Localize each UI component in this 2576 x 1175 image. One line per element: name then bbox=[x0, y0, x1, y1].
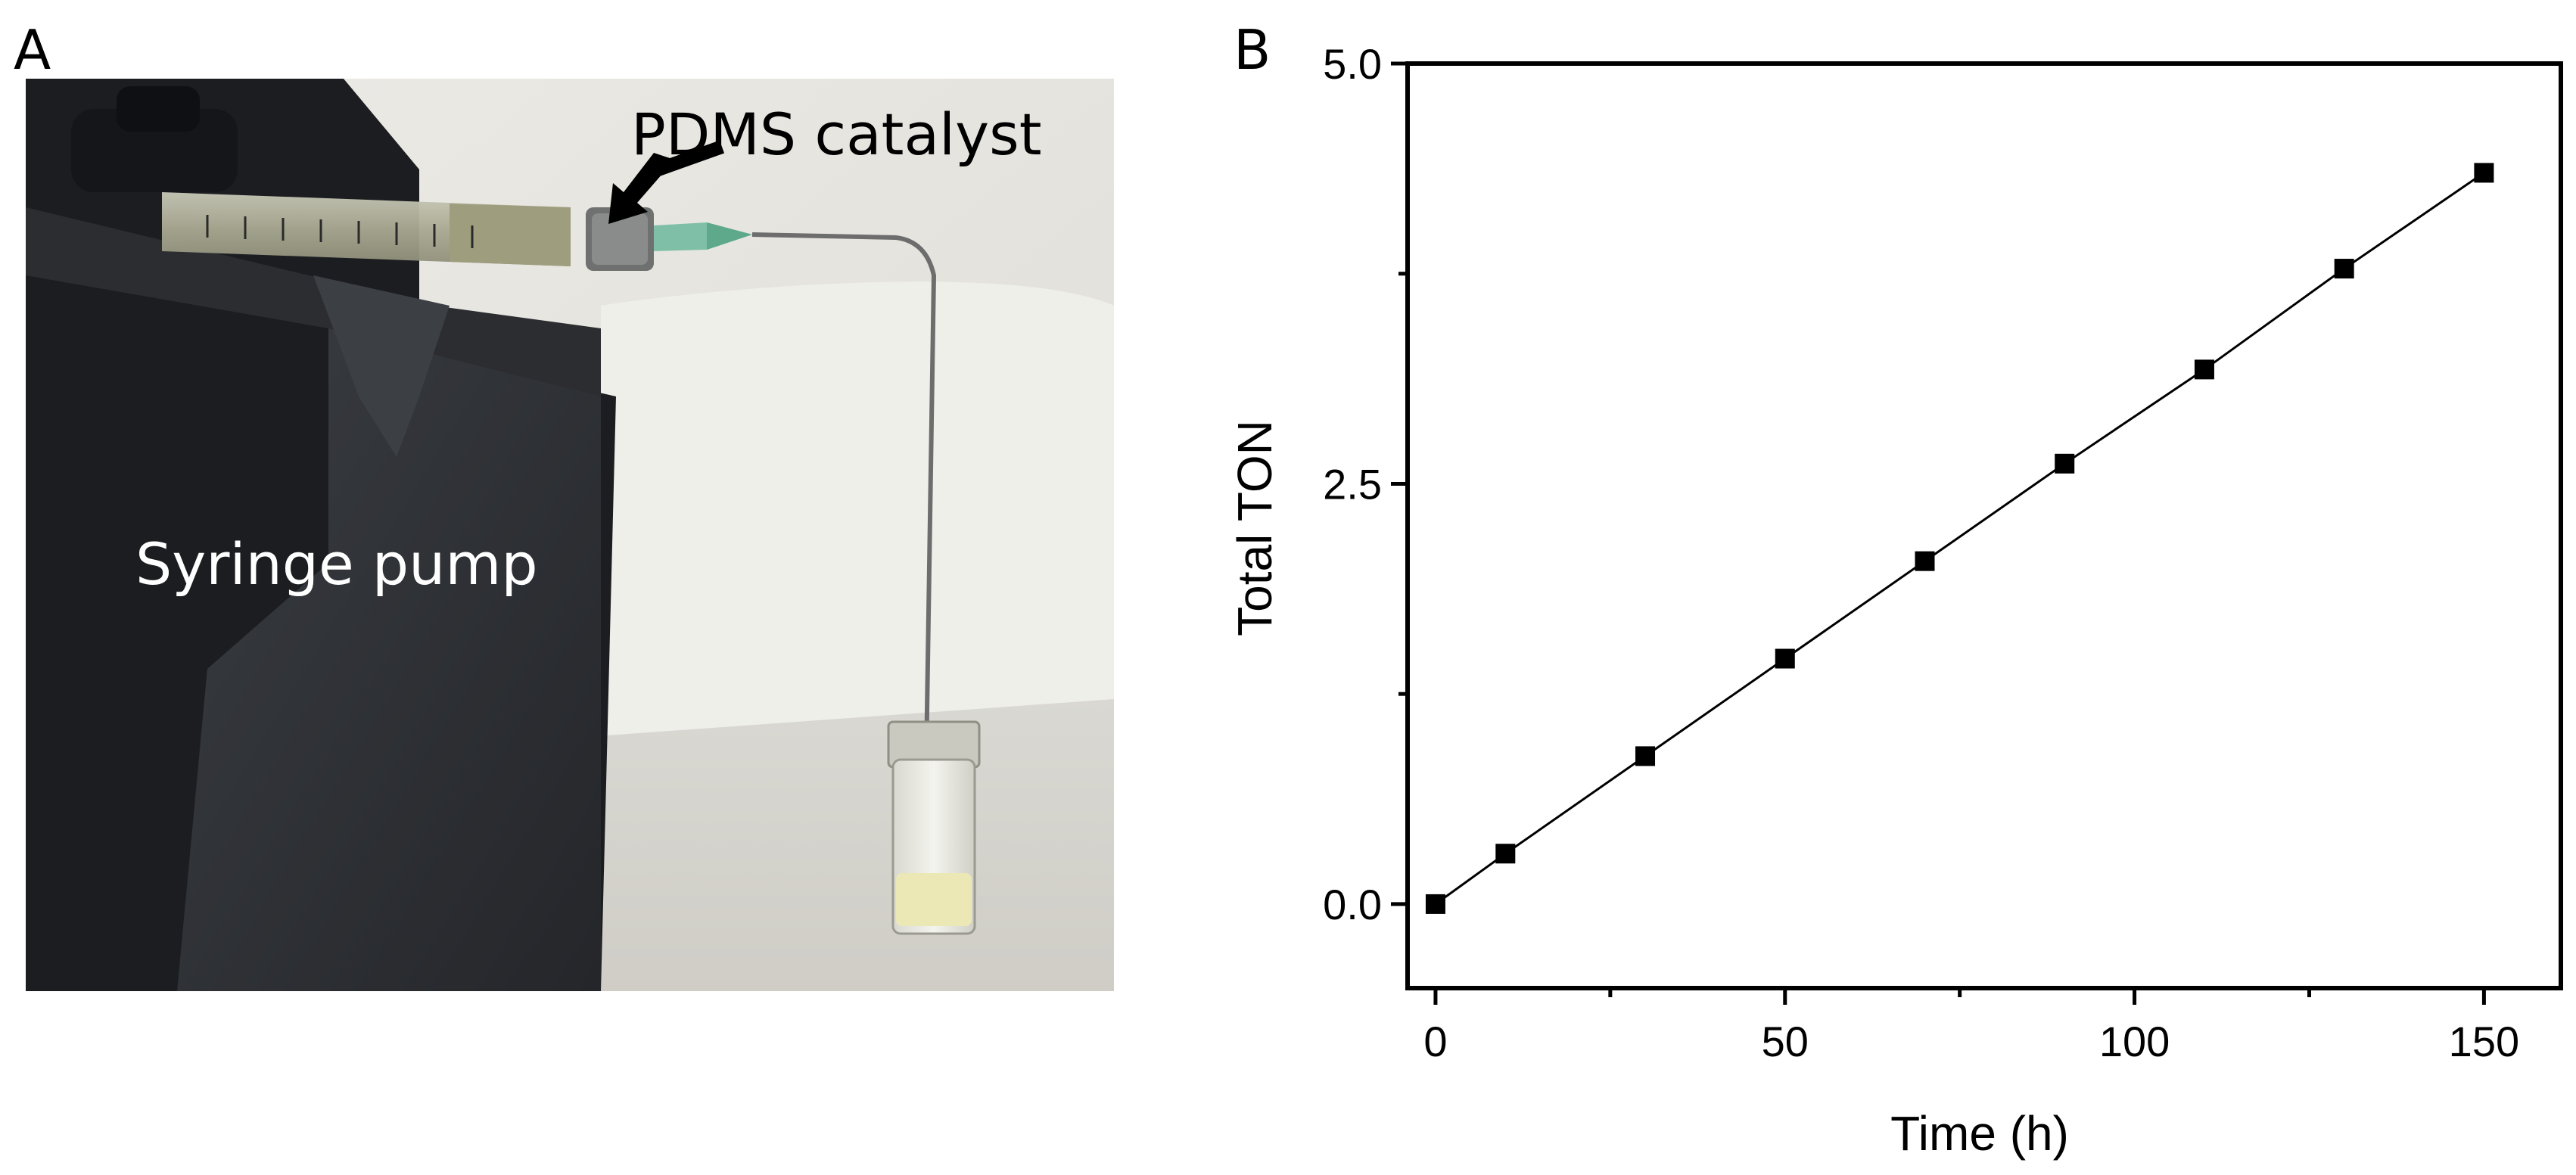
x-tick-label: 0 bbox=[1423, 1018, 1447, 1065]
data-point-marker bbox=[1425, 894, 1445, 914]
data-point-marker bbox=[1775, 648, 1795, 669]
y-tick-label: 5.0 bbox=[1323, 40, 1382, 88]
plot-area: 0 50 100 150 0.0 2.5 5.0 bbox=[1323, 40, 2563, 1065]
data-point-marker bbox=[2194, 359, 2214, 380]
data-point-marker bbox=[2474, 163, 2494, 183]
plot-frame bbox=[1405, 61, 2563, 990]
syringe-pump-photo: PDMS catalyst Syringe pump bbox=[26, 79, 1114, 991]
panel-a-letter: A bbox=[14, 18, 51, 82]
y-tick-label: 2.5 bbox=[1323, 460, 1382, 508]
pdms-catalyst-label: PDMS catalyst bbox=[631, 101, 1042, 168]
series-line bbox=[1435, 172, 2485, 906]
ton-vs-time-chart: 0 50 100 150 0.0 2.5 5.0 Time (h) Total TON bbox=[1227, 40, 2563, 1161]
data-point-marker bbox=[2334, 259, 2354, 279]
x-axis-label: Time (h) bbox=[1890, 1106, 2069, 1161]
data-point-marker bbox=[1635, 746, 1656, 766]
syringe-pump-label: Syringe pump bbox=[135, 530, 538, 598]
y-tick-label: 0.0 bbox=[1323, 881, 1382, 928]
panel-b-letter: B bbox=[1234, 18, 1271, 82]
data-point-marker bbox=[1915, 551, 1935, 571]
y-axis-label: Total TON bbox=[1227, 420, 1282, 636]
data-point-marker bbox=[1495, 844, 1516, 864]
x-tick-label: 150 bbox=[2449, 1018, 2519, 1065]
x-tick-label: 50 bbox=[1762, 1018, 1809, 1065]
data-point-marker bbox=[2055, 453, 2075, 474]
x-tick-label: 100 bbox=[2099, 1018, 2170, 1065]
